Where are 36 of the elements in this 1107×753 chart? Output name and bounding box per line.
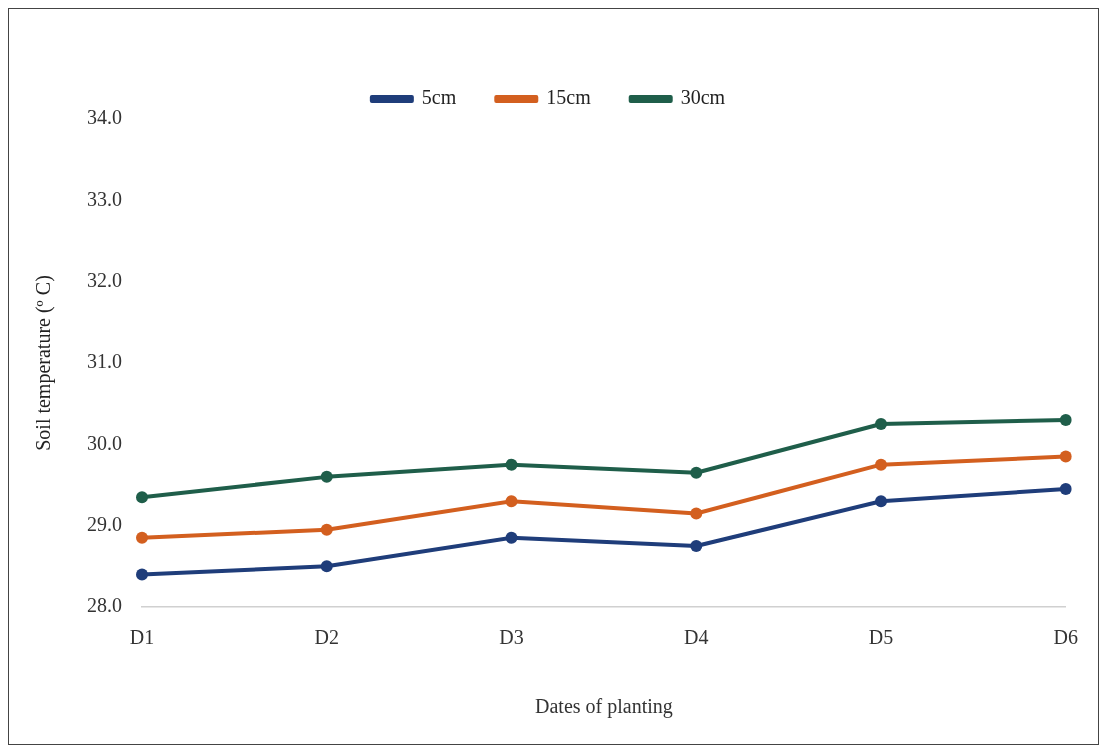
y-tick-label: 31.0: [87, 350, 122, 373]
y-tick-label: 32.0: [87, 268, 122, 291]
point: [1059, 483, 1072, 496]
point: [1059, 450, 1072, 463]
y-tick-label: 30.0: [87, 431, 122, 454]
point: [690, 466, 703, 479]
x-tick-label: D5: [868, 626, 894, 649]
legend-label: 30cm: [680, 86, 726, 109]
x-tick-label: D1: [129, 626, 155, 649]
x-tick-label: D3: [499, 626, 524, 649]
point: [875, 418, 888, 430]
x-tick-label: D6: [1053, 626, 1078, 649]
x-tick-label: D2: [314, 626, 339, 649]
point: [875, 495, 888, 508]
point: [690, 507, 703, 520]
point: [136, 491, 148, 504]
x-axis-title: Dates of planting: [535, 695, 673, 719]
y-axis-title: Soil temperature (º C): [32, 275, 56, 451]
y-tick-label: 33.0: [87, 187, 122, 210]
point: [320, 523, 333, 536]
y-tick-label: 28.0: [87, 594, 122, 617]
point: [505, 458, 518, 471]
x-tick-label: D4: [684, 626, 709, 649]
point: [1059, 413, 1072, 426]
point: [505, 495, 518, 508]
y-tick-label: 34.0: [87, 106, 122, 129]
point: [136, 568, 148, 581]
point: [505, 531, 518, 544]
legend-label: 15cm: [546, 86, 592, 109]
point: [320, 470, 333, 483]
point: [690, 540, 703, 552]
point: [136, 531, 148, 544]
y-tick-label: 29.0: [87, 512, 122, 535]
legend-label: 5cm: [421, 86, 457, 109]
point: [875, 458, 888, 471]
point: [320, 560, 333, 573]
